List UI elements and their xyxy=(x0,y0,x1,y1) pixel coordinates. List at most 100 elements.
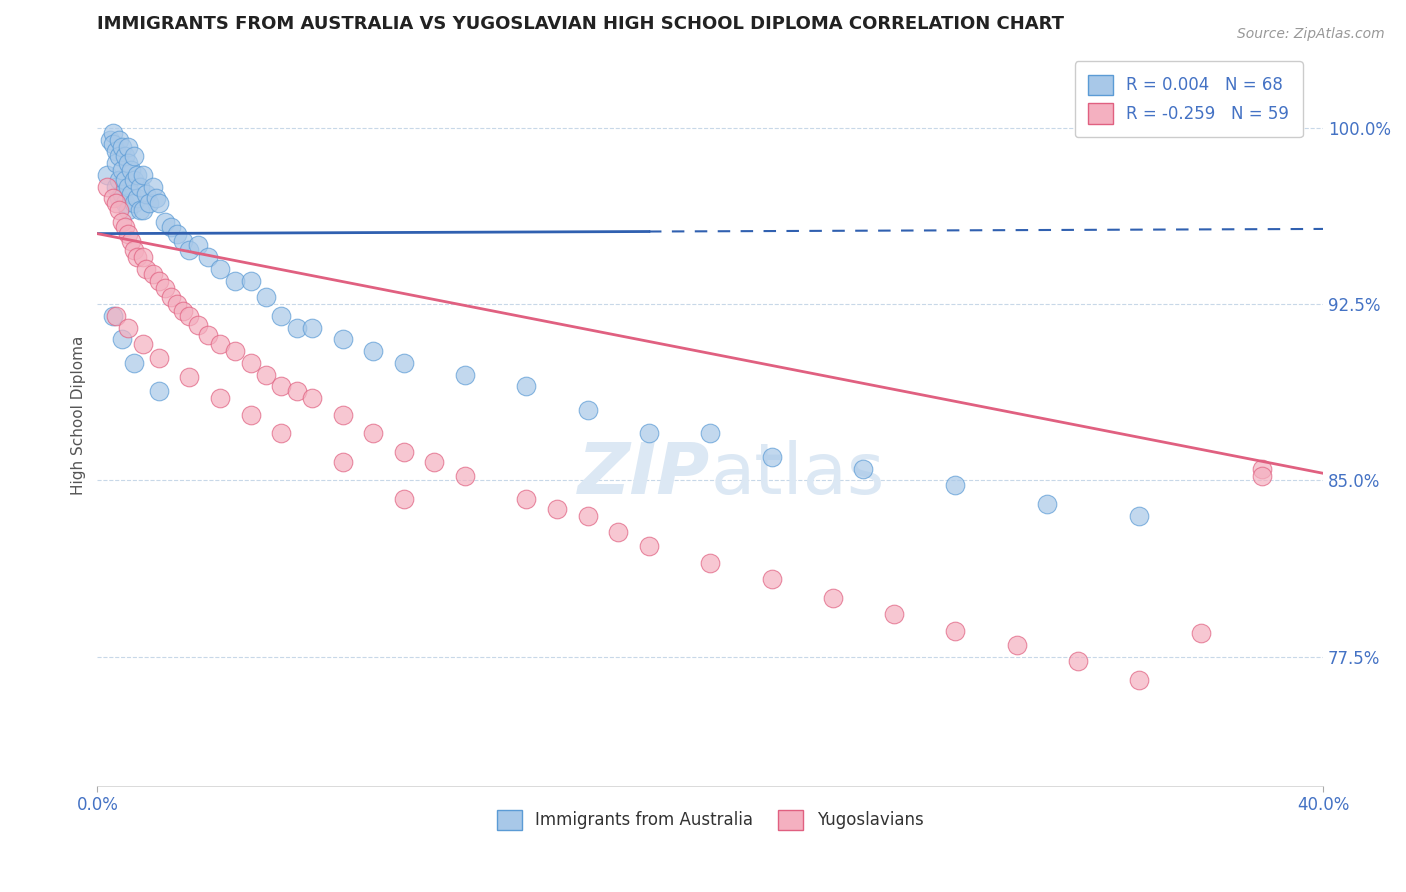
Point xyxy=(107,172,129,186)
Point xyxy=(160,219,183,234)
Point xyxy=(239,274,262,288)
Point xyxy=(107,203,129,218)
Point xyxy=(1250,461,1272,475)
Point xyxy=(135,186,157,201)
Point xyxy=(172,234,194,248)
Point xyxy=(122,149,145,163)
Point xyxy=(111,215,134,229)
Point xyxy=(208,391,231,405)
Point xyxy=(166,297,188,311)
Point xyxy=(208,261,231,276)
Point xyxy=(423,454,446,468)
Point xyxy=(546,501,568,516)
Point xyxy=(392,445,415,459)
Point xyxy=(111,332,134,346)
Point xyxy=(122,172,145,186)
Point xyxy=(101,137,124,152)
Point xyxy=(117,139,139,153)
Point xyxy=(699,556,721,570)
Point xyxy=(111,163,134,178)
Point xyxy=(148,384,170,398)
Point xyxy=(179,243,201,257)
Point xyxy=(761,572,783,586)
Point xyxy=(101,126,124,140)
Point xyxy=(197,327,219,342)
Point xyxy=(883,607,905,622)
Point xyxy=(148,196,170,211)
Text: ZIP: ZIP xyxy=(578,441,710,509)
Point xyxy=(208,337,231,351)
Point xyxy=(224,274,246,288)
Point xyxy=(98,133,121,147)
Point xyxy=(111,186,134,201)
Point xyxy=(285,384,308,398)
Point xyxy=(104,179,127,194)
Point xyxy=(270,426,292,441)
Point xyxy=(392,356,415,370)
Point xyxy=(117,179,139,194)
Point xyxy=(1067,654,1090,668)
Point xyxy=(852,461,875,475)
Point xyxy=(117,227,139,241)
Point xyxy=(117,156,139,170)
Point xyxy=(114,172,136,186)
Point xyxy=(1005,638,1028,652)
Point xyxy=(132,250,155,264)
Point xyxy=(515,379,537,393)
Point xyxy=(129,203,152,218)
Point xyxy=(120,234,142,248)
Point xyxy=(301,391,323,405)
Point xyxy=(361,426,384,441)
Point xyxy=(1128,508,1150,523)
Point xyxy=(1189,626,1212,640)
Point xyxy=(332,408,354,422)
Point xyxy=(270,379,292,393)
Point xyxy=(145,191,167,205)
Point xyxy=(132,168,155,182)
Point xyxy=(172,304,194,318)
Point xyxy=(821,591,844,605)
Point xyxy=(254,368,277,382)
Point xyxy=(129,179,152,194)
Point xyxy=(148,274,170,288)
Point xyxy=(107,191,129,205)
Text: IMMIGRANTS FROM AUSTRALIA VS YUGOSLAVIAN HIGH SCHOOL DIPLOMA CORRELATION CHART: IMMIGRANTS FROM AUSTRALIA VS YUGOSLAVIAN… xyxy=(97,15,1064,33)
Point xyxy=(101,309,124,323)
Point xyxy=(1250,468,1272,483)
Point xyxy=(107,133,129,147)
Point xyxy=(132,203,155,218)
Point xyxy=(197,250,219,264)
Point xyxy=(224,344,246,359)
Point xyxy=(120,163,142,178)
Point xyxy=(576,402,599,417)
Point xyxy=(254,290,277,304)
Point xyxy=(96,168,118,182)
Point xyxy=(114,196,136,211)
Point xyxy=(117,203,139,218)
Point xyxy=(141,267,163,281)
Point xyxy=(114,149,136,163)
Point xyxy=(153,281,176,295)
Point xyxy=(120,186,142,201)
Point xyxy=(361,344,384,359)
Point xyxy=(638,426,661,441)
Point xyxy=(187,238,209,252)
Text: atlas: atlas xyxy=(710,441,884,509)
Point xyxy=(332,332,354,346)
Point xyxy=(761,450,783,464)
Point xyxy=(160,290,183,304)
Point xyxy=(179,370,201,384)
Point xyxy=(515,492,537,507)
Point xyxy=(122,356,145,370)
Point xyxy=(122,243,145,257)
Point xyxy=(104,309,127,323)
Point xyxy=(117,320,139,334)
Point xyxy=(127,250,149,264)
Point xyxy=(285,320,308,334)
Point xyxy=(301,320,323,334)
Point xyxy=(239,408,262,422)
Point xyxy=(127,191,149,205)
Point xyxy=(187,318,209,333)
Point xyxy=(179,309,201,323)
Point xyxy=(1128,673,1150,687)
